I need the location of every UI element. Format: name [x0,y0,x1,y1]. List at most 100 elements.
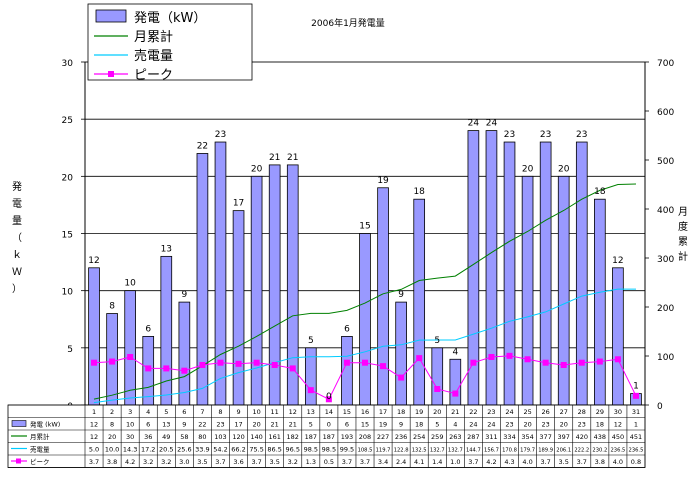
table-cell: 3.7 [215,458,225,466]
table-category-label: 27 [560,408,568,416]
table-cell: 450 [612,433,624,441]
table-cell: 3.7 [342,458,352,466]
table-category-label: 18 [397,408,405,416]
bar [359,233,371,406]
bar-value-label: 13 [161,244,172,254]
peak-point [307,387,314,394]
bar [124,290,136,406]
bar [594,198,606,406]
table-key-marker [16,458,21,464]
right-tick-label: 300 [657,255,674,265]
left-tick-label: 30 [62,59,74,69]
left-axis-title: 発電量（ｋＷ） [12,180,22,295]
table-cell: 1.4 [432,458,442,466]
table-cell: 354 [521,433,533,441]
table-cell: 20 [523,421,531,429]
table-cell: 236 [395,433,407,441]
table-cell: 3.2 [161,458,171,466]
peak-point [235,360,242,367]
peak-point [109,358,116,365]
table-cell: 3.8 [595,458,605,466]
left-tick-label: 15 [62,231,73,241]
legend-label: ピーク [134,68,173,83]
bar-value-label: 22 [197,141,208,151]
table-cell: 20.5 [159,446,173,454]
table-category-label: 20 [433,408,441,416]
table-cell: 9 [399,421,403,429]
table-cell: 80 [198,433,206,441]
table-cell: 14.3 [123,446,137,454]
table-cell: 208 [359,433,371,441]
table-cell: 0.5 [324,458,334,466]
table-category-label: 10 [252,408,260,416]
bar-value-label: 23 [576,130,587,140]
table-cell: 3.7 [468,458,478,466]
data-table: 1 2 3 4 5 6 7 8 9 10 11 12 13 14 15 16 17 18 19 20 21 22 23 24 2… [7,404,646,468]
table-cell: 179.7 [520,448,535,454]
table-cell: 17 [234,421,242,429]
bar [395,301,407,406]
table-cell: 311 [485,433,497,441]
table-cell: 5.0 [89,446,99,454]
bar [431,347,444,406]
peak-point [380,363,387,370]
table-cell: 5 [435,421,439,429]
bar-value-label: 18 [594,187,606,197]
bar [521,175,534,406]
table-cell: 4.3 [504,458,514,466]
bar [178,301,191,406]
table-row-label: 発電 (kW) [30,420,60,429]
right-tick-label: 200 [657,304,674,314]
table-cell: 36 [144,433,152,441]
table-cell: 30 [126,433,134,441]
table-cell: 4.0 [613,458,623,466]
table-cell: 98.5 [304,446,318,454]
lines [91,183,639,404]
table-cell: 334 [503,433,515,441]
table-category-label: 7 [200,408,204,416]
peak-point [127,353,134,360]
bar-value-label: 5 [308,336,314,346]
table-cell: 99.5 [340,446,354,454]
peak-point [488,353,495,360]
bar-value-label: 24 [486,119,498,129]
peak-point [343,359,350,366]
table-cell: 187 [305,433,317,441]
table-cell: 10 [126,421,134,429]
table-cell: 33.9 [195,446,209,454]
table-row-label: 売電量 [30,445,50,454]
table-cell: 222.2 [574,448,589,454]
table-cell: 119.7 [376,448,391,454]
right-axis-title: 月度累計 [678,206,688,263]
table-cell: 3.5 [559,458,569,466]
table-cell: 25.6 [177,446,191,454]
table-row-label: ピーク [30,458,50,466]
bar-value-label: 8 [109,302,115,312]
table-cell: 182 [287,433,299,441]
table-cell: 4 [453,421,457,429]
table-cell: 58 [180,433,188,441]
table-cell: 187 [323,433,335,441]
table-cell: 189.9 [538,448,553,454]
table-cell: 6 [146,421,150,429]
table-category-label: 19 [415,408,423,416]
table-cell: 3.5 [197,458,207,466]
bar [232,210,245,406]
table-frame [7,404,646,468]
table-cell: 132.5 [412,448,427,454]
legend-key-bar [95,9,127,23]
table-cell: 236.5 [610,448,625,454]
table-cell: 206.1 [556,448,571,454]
table-category-label: 29 [596,408,604,416]
bar-value-label: 0 [326,392,332,402]
bar [268,164,281,406]
table-cell: 3.2 [143,458,153,466]
table-cell: 12 [90,421,98,429]
legend-label: 売電量 [134,48,173,64]
bar-value-label: 10 [124,279,136,289]
table-cell: 20 [252,421,260,429]
table-cell: 17.2 [141,446,155,454]
table-cell: 161 [268,433,280,441]
table-cell: 3.5 [270,458,280,466]
